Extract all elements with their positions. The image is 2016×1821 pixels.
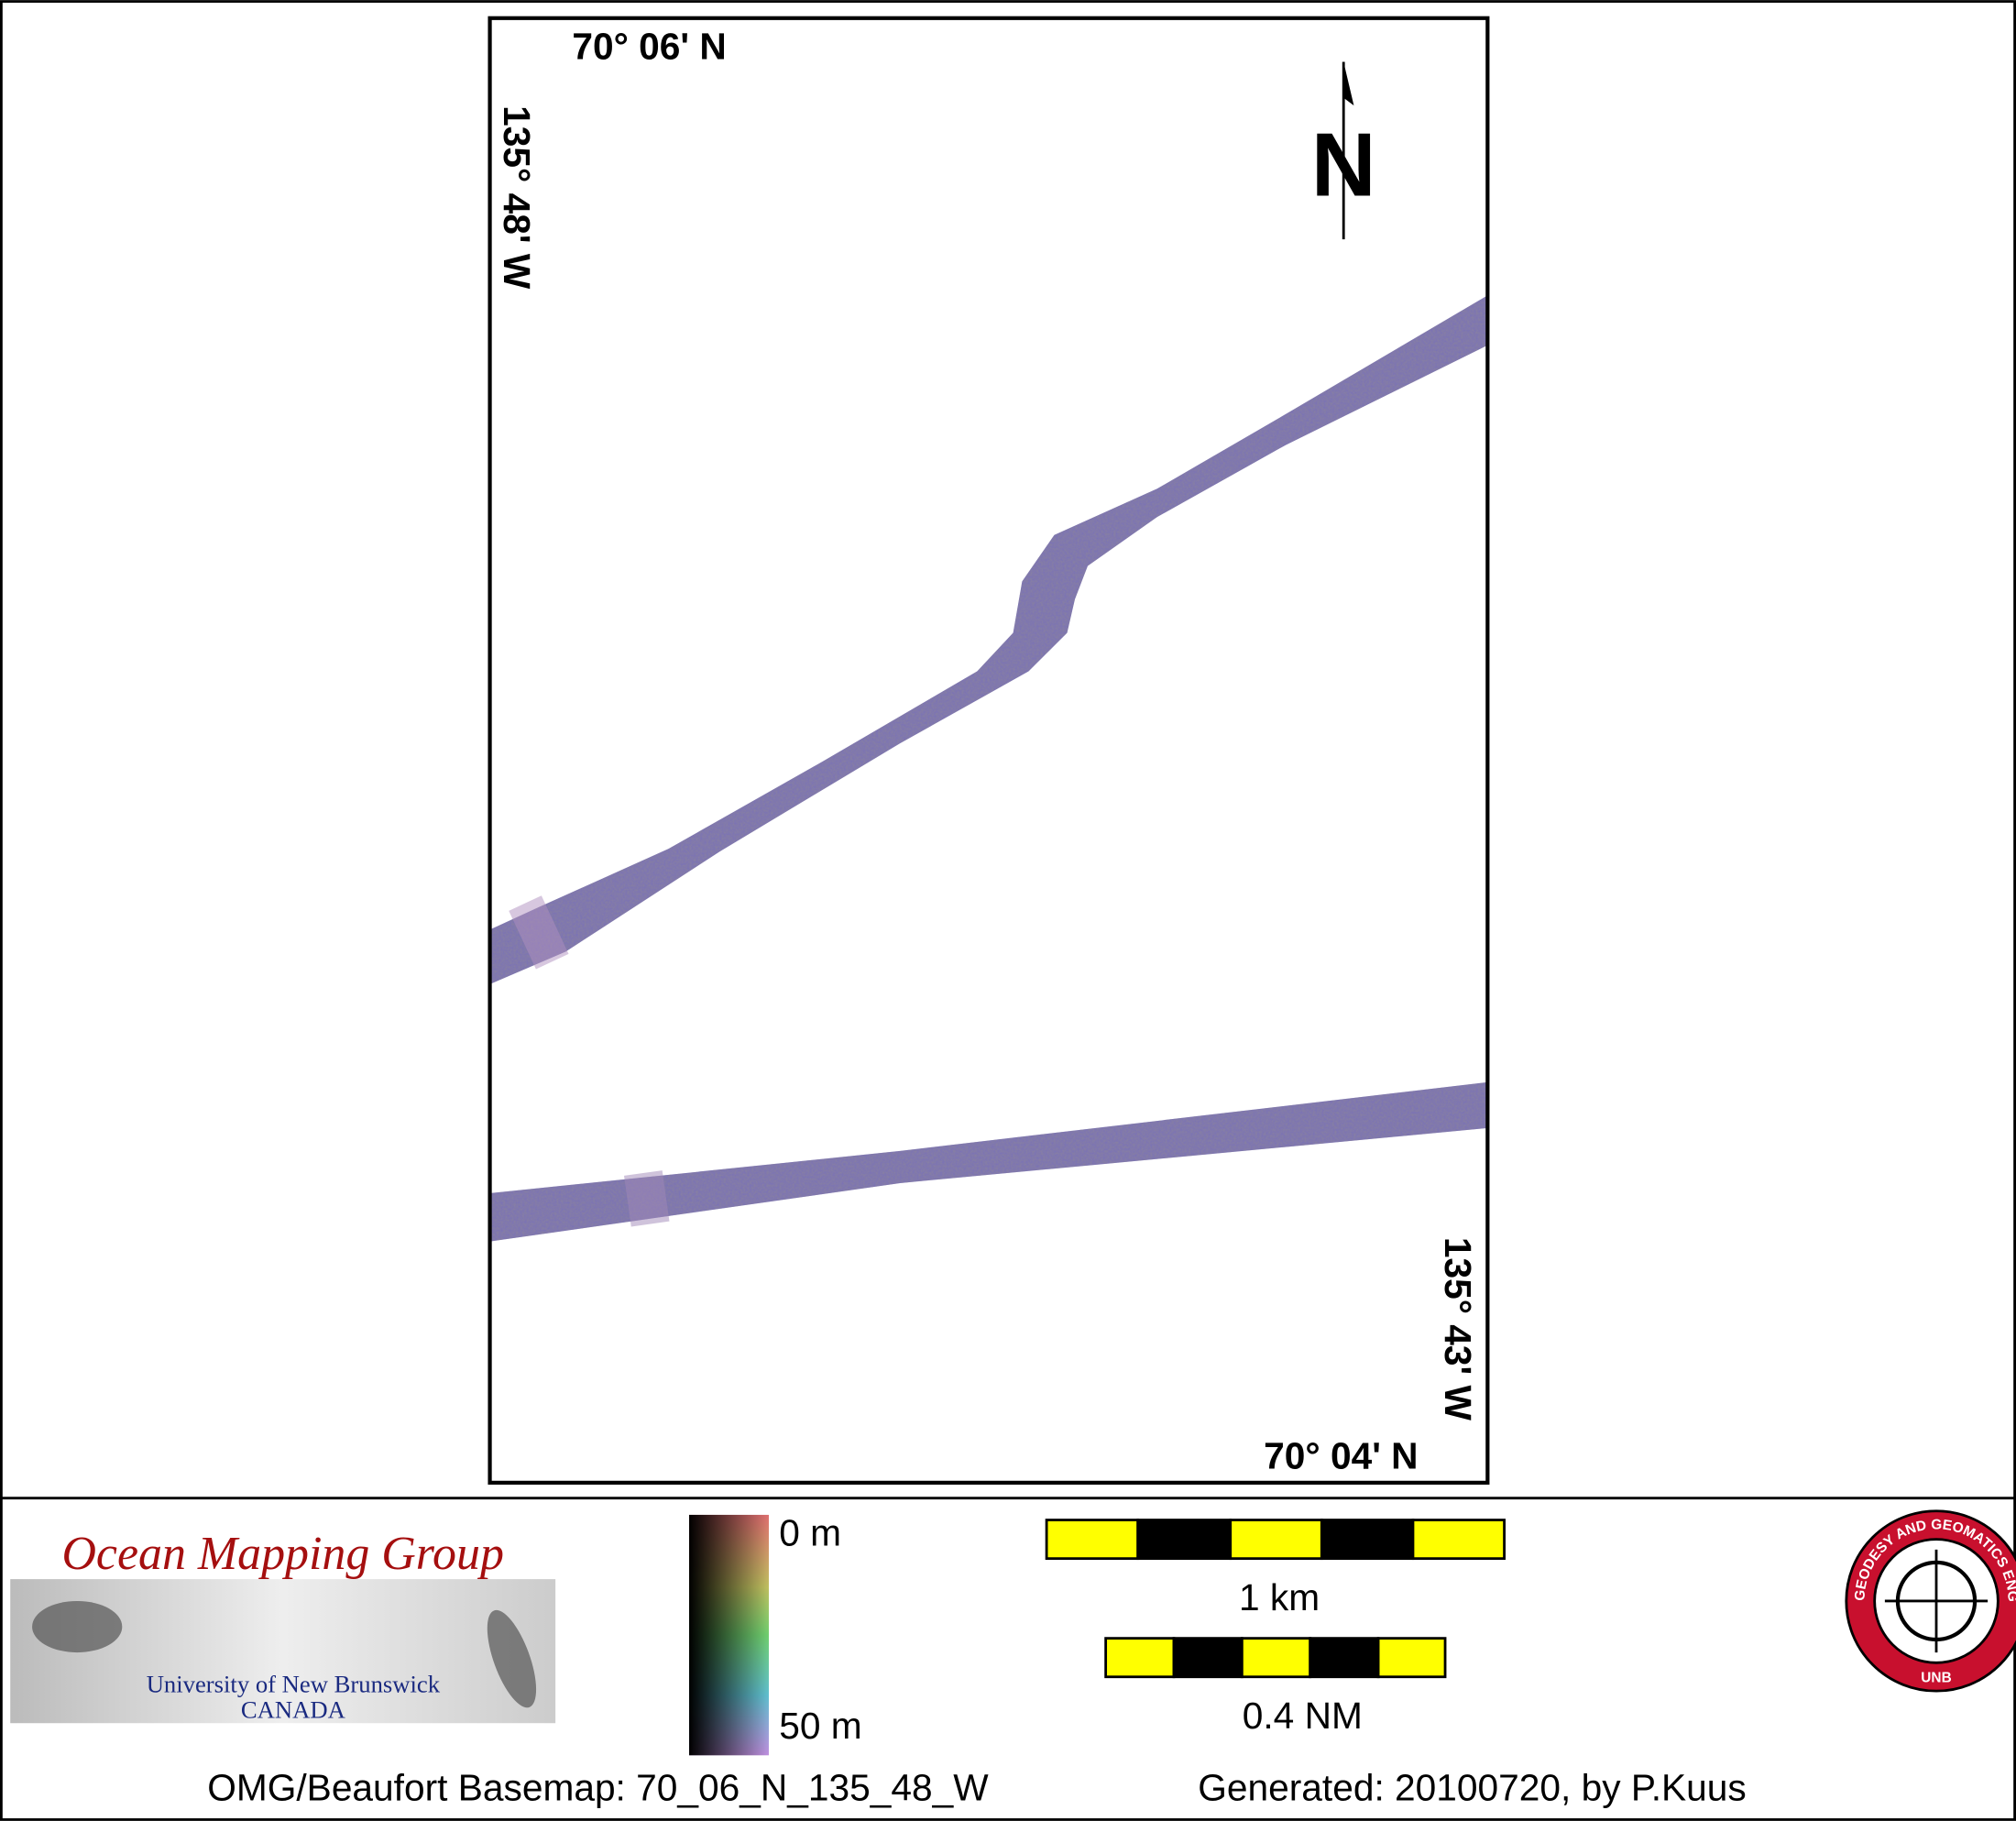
depth-bottom-label: 50 m [779, 1705, 861, 1747]
nm-bar [1104, 1637, 1447, 1679]
swath [490, 296, 1486, 984]
map-frame [488, 16, 1490, 1485]
km-label: 1 km [1239, 1576, 1320, 1618]
logo-sonar [487, 1609, 537, 1708]
left-lon-label: 135° 48' W [496, 105, 538, 290]
top-lat-label: 70° 06' N [572, 26, 726, 68]
depth-colorbar: 0 m 50 m [689, 1512, 862, 1756]
omg-logo: Ocean Mapping Group University of New Br… [10, 1528, 556, 1724]
footer-generated: Generated: 20100720, by P.Kuus [1198, 1766, 1747, 1808]
depth-top-label: 0 m [779, 1512, 841, 1554]
nm-seg [1104, 1637, 1176, 1679]
colorbar-shade [689, 1514, 770, 1756]
logo-sonar [32, 1600, 123, 1653]
km-seg [1411, 1519, 1506, 1561]
north-label: N [1311, 114, 1376, 214]
bottom-lat-label: 70° 04' N [1264, 1434, 1418, 1476]
nm-seg [1309, 1637, 1380, 1679]
logo-image [10, 1579, 556, 1724]
swath-patch [509, 895, 569, 970]
nm-seg [1172, 1637, 1244, 1679]
logo-university: University of New Brunswick [147, 1671, 441, 1698]
swath-patch [623, 1170, 670, 1227]
km-bar [1045, 1519, 1506, 1561]
footer-basemap: OMG/Beaufort Basemap: 70_06_N_135_48_W [207, 1766, 989, 1808]
logo-title: Ocean Mapping Group [61, 1528, 503, 1580]
nm-label: 0.4 NM [1243, 1695, 1363, 1737]
logo-country: CANADA [241, 1696, 346, 1724]
scale-bars: 1 km 0.4 NM [1045, 1519, 1506, 1737]
logo-center-text: UNB [1921, 1670, 1951, 1685]
km-seg [1229, 1519, 1323, 1561]
nm-seg [1376, 1637, 1447, 1679]
km-seg [1045, 1519, 1140, 1561]
right-lon-label: 135° 43' W [1437, 1237, 1479, 1421]
bathymetry [490, 296, 1486, 1242]
swath [490, 1082, 1486, 1242]
nm-seg [1240, 1637, 1312, 1679]
km-seg [1320, 1519, 1415, 1561]
km-seg [1136, 1519, 1233, 1561]
